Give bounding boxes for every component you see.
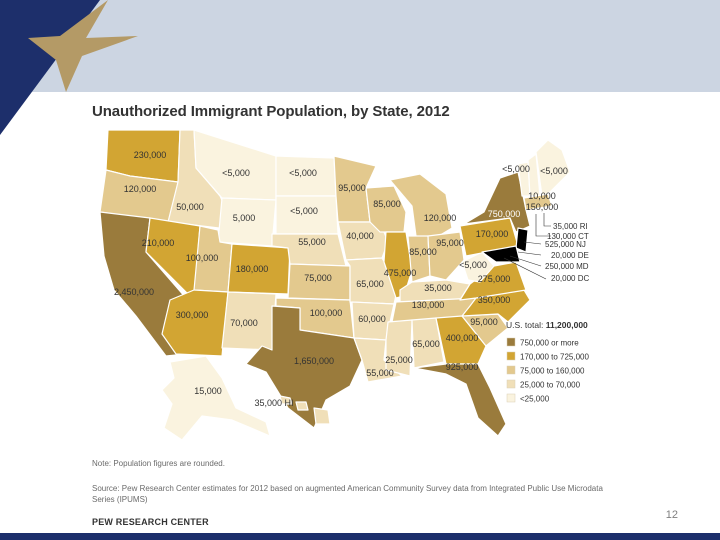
state-label: 15,000 xyxy=(194,386,222,396)
state-label: 400,000 xyxy=(446,333,479,343)
legend-label: 75,000 to 160,000 xyxy=(520,367,585,376)
state-label: 150,000 xyxy=(526,202,559,212)
state-FL xyxy=(413,363,507,437)
callout-label: 250,000 MD xyxy=(545,262,589,271)
state-label: 275,000 xyxy=(478,274,511,284)
state-label: 130,000 xyxy=(412,300,445,310)
legend: U.S. total: 11,200,000 750,000 or more 17… xyxy=(506,320,590,404)
legend-swatch xyxy=(506,337,516,347)
legend-total-label: U.S. total: xyxy=(506,320,543,330)
state-label: 475,000 xyxy=(384,268,417,278)
state-GA xyxy=(435,315,487,365)
state-MS xyxy=(385,319,413,377)
state-AL xyxy=(411,317,445,369)
map-title: Unauthorized Immigrant Population, by St… xyxy=(92,103,450,120)
legend-label: 750,000 or more xyxy=(520,339,579,348)
legend-swatch xyxy=(506,393,516,403)
state-label: <5,000 xyxy=(459,260,487,270)
callout-leader-MD xyxy=(509,255,542,267)
state-label: 35,000 xyxy=(424,283,452,293)
state-label: 100,000 xyxy=(186,253,219,263)
state-label: 70,000 xyxy=(230,318,258,328)
legend-swatch xyxy=(506,365,516,375)
legend-label: 25,000 to 70,000 xyxy=(520,381,581,390)
state-label: 210,000 xyxy=(142,238,175,248)
callout-label: 35,000 RI xyxy=(553,222,588,231)
state-label: <5,000 xyxy=(290,206,318,216)
state-label: <5,000 xyxy=(222,168,250,178)
state-label: <5,000 xyxy=(289,168,317,178)
state-label: 350,000 xyxy=(478,295,511,305)
state-label: 750,000 xyxy=(488,209,521,219)
state-AK xyxy=(161,355,271,441)
state-MD xyxy=(481,245,521,263)
state-label: 2,450,000 xyxy=(114,287,154,297)
state-label: 75,000 xyxy=(304,273,332,283)
state-OH xyxy=(427,231,465,281)
state-label: 180,000 xyxy=(236,264,269,274)
state-label: 925,000 xyxy=(446,362,479,372)
state-label: 65,000 xyxy=(356,279,384,289)
state-label: 100,000 xyxy=(310,308,343,318)
callout-leader-DE xyxy=(517,251,542,256)
state-label: 5,000 xyxy=(233,213,256,223)
state-label: 55,000 xyxy=(366,368,394,378)
legend-swatch xyxy=(506,351,516,361)
callout-label: 20,000 DE xyxy=(551,251,589,260)
legend-swatch xyxy=(506,379,516,389)
state-label: 95,000 xyxy=(470,317,498,327)
header-band xyxy=(0,0,720,92)
legend-label: <25,000 xyxy=(520,395,550,404)
map-source: Source: Pew Research Center estimates fo… xyxy=(92,484,603,504)
state-label: 95,000 xyxy=(338,183,366,193)
callout-leader-NJ xyxy=(523,241,542,245)
state-label: 85,000 xyxy=(373,199,401,209)
callout-label: 20,000 DC xyxy=(551,274,589,283)
state-label: 1,650,000 xyxy=(294,356,334,366)
state-label: 25,000 xyxy=(385,355,413,365)
state-label: 170,000 xyxy=(476,229,509,239)
state-label: 120,000 xyxy=(124,184,157,194)
state-label: <5,000 xyxy=(502,164,530,174)
state-MA xyxy=(523,193,553,211)
state-HI xyxy=(279,395,331,425)
callout-label: 525,000 NJ xyxy=(545,240,586,249)
map-note: Note: Population figures are rounded. xyxy=(92,459,225,468)
footer-band xyxy=(0,533,720,540)
state-label: 40,000 xyxy=(346,231,374,241)
state-label: 230,000 xyxy=(134,150,167,160)
state-label: 55,000 xyxy=(298,237,326,247)
state-NJ xyxy=(515,227,529,253)
state-AZ xyxy=(161,289,229,357)
legend-total: U.S. total: 11,200,000 xyxy=(506,320,588,330)
legend-label: 170,000 to 725,000 xyxy=(520,353,590,362)
callout-leader-DC xyxy=(503,257,547,280)
state-label: 120,000 xyxy=(424,213,457,223)
slide-number: 12 xyxy=(665,509,678,521)
legend-total-value: 11,200,000 xyxy=(546,320,588,330)
callout-label: 130,000 CT xyxy=(547,232,589,241)
callout-leader-RI xyxy=(543,213,551,227)
brand-name: PEW RESEARCH CENTER xyxy=(92,517,209,527)
state-label: 50,000 xyxy=(176,202,204,212)
star-icon xyxy=(28,0,138,92)
state-label: 10,000 xyxy=(528,191,556,201)
state-label: 85,000 xyxy=(409,247,437,257)
state-label: 300,000 xyxy=(176,310,209,320)
state-label: 60,000 xyxy=(358,314,386,324)
callout-leader-CT xyxy=(535,214,551,237)
state-label: <5,000 xyxy=(540,166,568,176)
state-label: 65,000 xyxy=(412,339,440,349)
state-label: 35,000 HI xyxy=(254,398,293,408)
state-label: 95,000 xyxy=(436,238,464,248)
